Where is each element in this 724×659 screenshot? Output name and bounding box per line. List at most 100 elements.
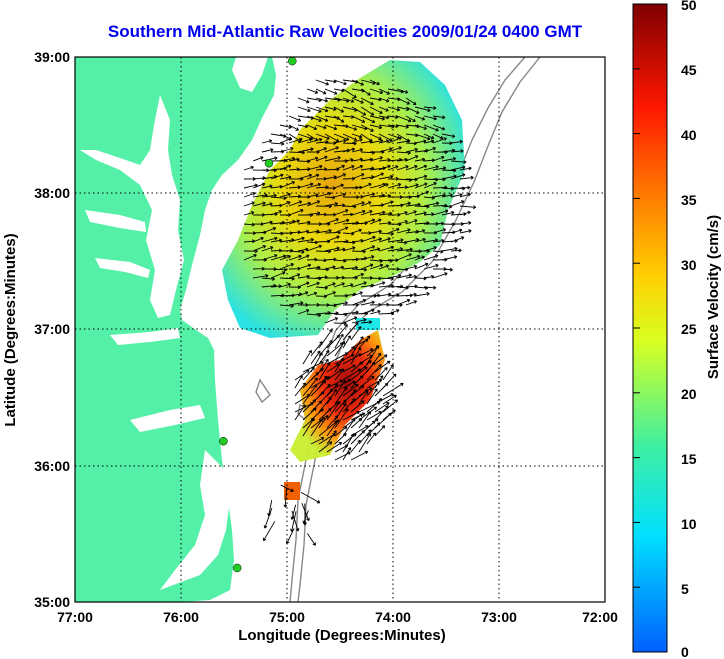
velocity-arrow — [405, 183, 419, 189]
velocity-arrow — [288, 301, 304, 306]
velocity-arrow — [310, 380, 327, 397]
velocity-arrow — [369, 88, 384, 95]
velocity-arrow — [297, 173, 313, 180]
velocity-arrow — [387, 227, 400, 234]
velocity-arrow — [342, 133, 358, 141]
velocity-arrow — [432, 272, 448, 279]
velocity-arrow — [279, 254, 291, 261]
velocity-arrow — [263, 521, 276, 542]
velocity-arrow — [334, 426, 348, 437]
velocity-arrow — [366, 388, 378, 405]
velocity-arrow — [333, 106, 344, 113]
colorbar-tick-label: 15 — [681, 451, 697, 467]
velocity-arrow — [342, 447, 352, 461]
velocity-arrow — [342, 283, 354, 288]
velocity-arrow — [306, 124, 318, 131]
colorbar-tick-label: 40 — [681, 127, 697, 143]
velocity-arrow — [405, 219, 418, 225]
velocity-arrow — [243, 192, 256, 198]
velocity-arrow — [333, 265, 345, 270]
velocity-arrow — [350, 361, 364, 373]
velocity-arrow — [350, 418, 363, 429]
x-tick-label: 73:00 — [481, 609, 517, 625]
velocity-arrow — [350, 450, 369, 461]
velocity-arrow — [324, 202, 339, 207]
velocity-arrow — [324, 124, 338, 131]
velocity-arrow — [243, 211, 255, 216]
velocity-arrow — [450, 165, 466, 171]
radar-station-marker — [219, 436, 228, 446]
velocity-arrow — [326, 442, 343, 453]
velocity-arrow — [432, 228, 447, 234]
velocity-arrow — [396, 115, 412, 123]
plot-frame — [74, 56, 606, 603]
velocity-arrow — [396, 88, 409, 94]
velocity-arrow — [423, 106, 437, 110]
velocity-arrow — [342, 147, 356, 153]
velocity-arrow — [315, 106, 329, 113]
velocity-arrow — [297, 182, 314, 189]
velocity-arrow — [288, 137, 303, 144]
velocity-arrow — [405, 106, 420, 114]
velocity-arrow — [334, 341, 346, 357]
velocity-arrow — [351, 267, 368, 272]
velocity-arrow — [279, 137, 292, 144]
velocity-arrow — [315, 79, 329, 86]
velocity-arrow — [252, 244, 267, 252]
velocity-arrow — [387, 106, 401, 112]
velocity-arrow — [334, 333, 344, 349]
velocity-arrow — [351, 281, 367, 288]
velocity-arrow — [450, 139, 463, 144]
velocity-arrow — [351, 106, 367, 116]
velocity-arrow — [302, 366, 315, 381]
velocity-arrow — [300, 492, 321, 504]
velocity-arrow — [459, 210, 471, 216]
velocity-arrow — [441, 255, 458, 261]
velocity-arrow — [366, 381, 380, 397]
velocity-arrow — [351, 209, 366, 216]
velocity-arrow — [351, 272, 364, 279]
velocity-arrow — [360, 182, 372, 189]
velocity-arrow — [378, 147, 393, 153]
velocity-arrow — [450, 173, 466, 180]
velocity-arrow — [350, 430, 365, 445]
velocity-arrow — [288, 208, 304, 216]
x-axis-label: Longitude (Degrees:Minutes) — [238, 627, 446, 644]
velocity-arrow — [450, 160, 467, 164]
velocity-arrow — [283, 488, 288, 508]
velocity-arrow — [369, 79, 380, 86]
velocity-arrow — [405, 264, 418, 270]
velocity-arrow — [374, 402, 390, 413]
velocity-arrow — [459, 192, 471, 198]
velocity-arrow — [414, 262, 429, 270]
velocity-arrow — [350, 347, 362, 365]
velocity-arrow — [459, 229, 472, 234]
velocity-arrow — [290, 511, 297, 532]
velocity-arrow — [279, 282, 292, 288]
velocity-arrow — [261, 254, 278, 261]
velocity-arrow — [360, 255, 375, 261]
velocity-arrow — [315, 133, 330, 140]
velocity-arrow — [318, 362, 331, 381]
chart-title: Southern Mid-Atlantic Raw Velocities 200… — [107, 22, 583, 41]
velocity-arrow — [396, 240, 408, 245]
velocity-arrow — [324, 291, 336, 297]
velocity-arrow — [342, 246, 356, 252]
velocity-arrow — [369, 172, 384, 180]
velocity-arrow — [334, 408, 349, 429]
velocity-arrow — [450, 248, 462, 253]
velocity-arrow — [432, 249, 444, 254]
velocity-arrow — [423, 285, 437, 290]
velocity-arrow — [324, 218, 339, 225]
velocity-arrow — [396, 253, 412, 261]
velocity-arrow — [374, 360, 391, 373]
velocity-arrow — [450, 236, 465, 243]
velocity-arrow — [441, 204, 453, 209]
velocity-arrow — [315, 97, 328, 103]
velocity-arrow — [369, 237, 382, 243]
velocity-arrow — [342, 335, 351, 349]
velocity-arrow — [306, 137, 323, 144]
x-tick-label: 75:00 — [269, 609, 305, 625]
velocity-arrow — [334, 353, 355, 365]
velocity-arrow — [360, 300, 375, 306]
